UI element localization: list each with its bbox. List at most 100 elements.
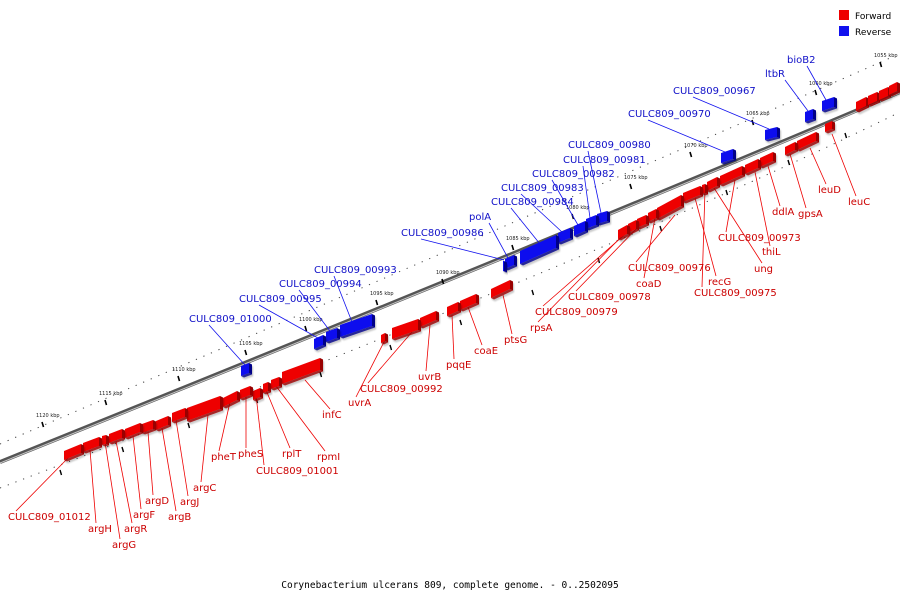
gene-culc809-01000[interactable]	[241, 363, 252, 378]
gene-culc809-00984[interactable]	[520, 235, 559, 266]
gene-label-leuc[interactable]: leuC	[848, 197, 870, 208]
gene-leuc[interactable]	[825, 121, 835, 134]
gene-label-thil[interactable]: thiL	[762, 247, 781, 258]
gene-label-pqqe[interactable]: pqqE	[446, 360, 471, 371]
gene-label-rpsa[interactable]: rpsA	[530, 323, 553, 334]
gene-label-argg[interactable]: argG	[112, 540, 136, 551]
gene-label-culc809-00983[interactable]: CULC809_00983	[501, 183, 584, 194]
gene-label-argc[interactable]: argC	[193, 483, 216, 494]
gene-label-phet[interactable]: pheT	[211, 452, 237, 463]
gene-culc809-00994[interactable]	[326, 328, 340, 344]
gene-leud[interactable]	[797, 132, 819, 152]
gene-unlabeled[interactable]	[889, 82, 900, 97]
gene-culc809-00967[interactable]	[765, 127, 780, 142]
gene-label-biob2[interactable]: bioB2	[787, 55, 815, 66]
gene-gpsa[interactable]	[785, 142, 798, 157]
gene-ltbr[interactable]	[805, 109, 816, 124]
gene-label-culc809-00984[interactable]: CULC809_00984	[491, 197, 574, 208]
gene-label-culc809-00982[interactable]: CULC809_00982	[532, 169, 615, 180]
gene-pqqe[interactable]	[447, 302, 461, 318]
gene-label-ptsg[interactable]: ptsG	[504, 335, 527, 346]
gene-rpsa[interactable]	[618, 225, 630, 241]
gene-culc809-00992[interactable]	[392, 319, 421, 341]
gene-culc809-00973[interactable]	[720, 166, 745, 187]
gene-uvrb[interactable]	[420, 311, 439, 329]
gene-infc[interactable]	[282, 358, 323, 386]
gene-culc809-00978[interactable]	[637, 215, 649, 230]
gene-label-culc809-00970[interactable]: CULC809_00970	[628, 109, 711, 120]
gene-label-culc809-00994[interactable]: CULC809_00994	[279, 279, 362, 290]
gene-label-argf[interactable]: argF	[133, 510, 155, 521]
gene-culc809-00976[interactable]	[657, 195, 684, 221]
gene-pola[interactable]	[505, 255, 517, 271]
gene-culc809-01001[interactable]	[253, 388, 263, 402]
gene-recg[interactable]	[683, 186, 703, 204]
gene-uvra[interactable]	[381, 333, 388, 345]
gene-argd[interactable]	[142, 420, 156, 435]
gene-label-culc809-00976[interactable]: CULC809_00976	[628, 263, 711, 274]
gene-label-argj[interactable]: argJ	[180, 497, 199, 508]
gene-label-coad[interactable]: coaD	[636, 279, 662, 290]
gene-label-culc809-00981[interactable]: CULC809_00981	[563, 155, 646, 166]
gene-culc809-00986[interactable]	[503, 261, 507, 273]
gene-rpmi[interactable]	[271, 377, 282, 391]
gene-thil[interactable]	[745, 159, 761, 176]
gene-label-culc809-01000[interactable]: CULC809_01000	[189, 314, 272, 325]
gene-label-culc809-00979[interactable]: CULC809_00979	[535, 307, 618, 318]
gene-label-coae[interactable]: coaE	[474, 346, 498, 357]
gene-label-culc809-00992[interactable]: CULC809_00992	[360, 384, 443, 395]
gene-label-culc809-00973[interactable]: CULC809_00973	[718, 233, 801, 244]
gene-argj[interactable]	[172, 408, 188, 424]
gene-argg[interactable]	[102, 435, 109, 447]
gene-culc809-00993[interactable]	[340, 314, 375, 339]
gene-biob2[interactable]	[822, 97, 837, 113]
gene-label-argr[interactable]: argR	[124, 524, 147, 535]
gene-label-rplt[interactable]: rplT	[282, 449, 302, 460]
gene-label-culc809-01012[interactable]: CULC809_01012	[8, 512, 91, 523]
gene-argr[interactable]	[109, 429, 125, 445]
gene-ung[interactable]	[707, 177, 720, 193]
gene-unlabeled[interactable]	[868, 92, 880, 107]
gene-label-uvrb[interactable]: uvrB	[418, 372, 441, 383]
gene-label-culc809-00980[interactable]: CULC809_00980	[568, 140, 651, 151]
gene-argf[interactable]	[125, 423, 143, 440]
gene-coae[interactable]	[460, 294, 479, 312]
gene-label-culc809-00967[interactable]: CULC809_00967	[673, 86, 756, 97]
gene-culc809-01012[interactable]	[64, 444, 84, 462]
gene-label-infc[interactable]: infC	[322, 410, 342, 421]
gene-label-leud[interactable]: leuD	[818, 185, 841, 196]
gene-culc809-00995[interactable]	[314, 335, 326, 351]
gene-culc809-00970[interactable]	[721, 149, 736, 165]
gene-label-culc809-00978[interactable]: CULC809_00978	[568, 292, 651, 303]
gene-coad[interactable]	[648, 209, 659, 224]
gene-label-argb[interactable]: argB	[168, 512, 191, 523]
gene-culc809-00980[interactable]	[597, 211, 610, 226]
gene-label-culc809-00986[interactable]: CULC809_00986	[401, 228, 484, 239]
gene-phes[interactable]	[240, 386, 253, 401]
gene-label-recg[interactable]: recG	[708, 277, 731, 288]
gene-ptsg[interactable]	[491, 280, 513, 300]
gene-label-phes[interactable]: pheS	[238, 449, 263, 460]
gene-label-culc809-01001[interactable]: CULC809_01001	[256, 466, 339, 477]
gene-phet[interactable]	[223, 391, 240, 409]
gene-culc809-00982[interactable]	[574, 221, 588, 238]
gene-label-ltbr[interactable]: ltbR	[765, 69, 785, 80]
gene-argb[interactable]	[156, 416, 171, 432]
gene-label-culc809-00993[interactable]: CULC809_00993	[314, 265, 397, 276]
gene-culc809-00981[interactable]	[586, 215, 599, 231]
gene-argh[interactable]	[83, 437, 102, 454]
gene-label-argd[interactable]: argD	[145, 496, 169, 507]
gene-label-rpmi[interactable]: rpmI	[317, 452, 340, 463]
gene-label-pola[interactable]: polA	[469, 212, 491, 223]
gene-label-argh[interactable]: argH	[88, 524, 112, 535]
gene-label-ddla[interactable]: ddlA	[772, 207, 794, 218]
gene-label-gpsa[interactable]: gpsA	[798, 209, 823, 220]
gene-label-culc809-00975[interactable]: CULC809_00975	[694, 288, 777, 299]
gene-ddla[interactable]	[760, 152, 776, 169]
gene-rplt[interactable]	[263, 382, 271, 395]
gene-unlabeled[interactable]	[856, 97, 869, 113]
gene-culc809-00983[interactable]	[558, 228, 573, 245]
gene-label-uvra[interactable]: uvrA	[348, 398, 371, 409]
gene-label-ung[interactable]: ung	[754, 264, 773, 275]
gene-argc[interactable]	[187, 396, 223, 423]
